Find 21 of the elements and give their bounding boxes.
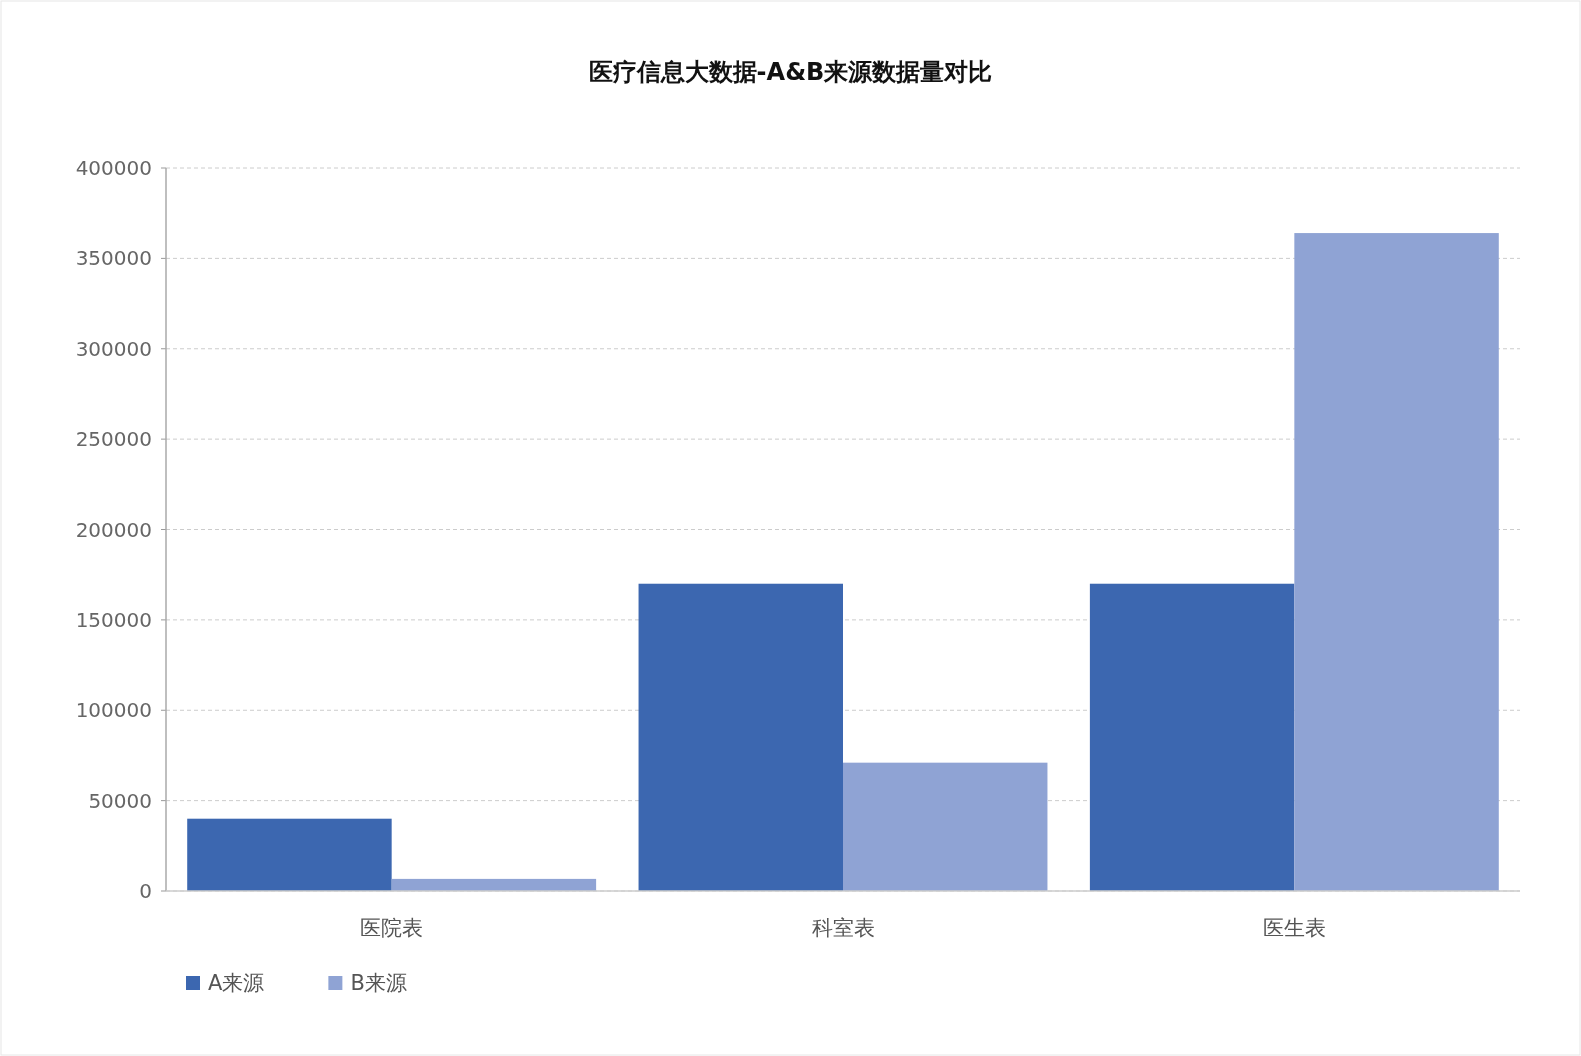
y-tick-label: 200000 — [75, 517, 152, 542]
y-tick-label: 100000 — [75, 698, 152, 723]
y-tick-label: 250000 — [75, 427, 152, 452]
chart-title: 医疗信息大数据-A&B来源数据量对比 — [588, 58, 993, 86]
legend-label: B来源 — [350, 971, 407, 995]
bar — [638, 583, 843, 891]
y-tick-label: 400000 — [75, 156, 152, 180]
y-tick-label: 300000 — [75, 336, 152, 361]
x-tick-label: 医院表 — [360, 916, 424, 940]
x-tick-label: 科室表 — [811, 916, 875, 940]
bar — [391, 878, 597, 891]
bar — [1089, 583, 1295, 891]
bar — [843, 762, 1048, 891]
y-tick-label: 150000 — [75, 607, 152, 632]
x-tick-label: 医生表 — [1262, 916, 1326, 940]
y-tick-label: 0 — [139, 879, 152, 903]
y-tick-label: 350000 — [75, 246, 152, 271]
legend-label: A来源 — [208, 971, 265, 995]
y-tick-label: 50000 — [88, 788, 152, 813]
bar — [1294, 233, 1499, 891]
bar — [187, 818, 392, 891]
